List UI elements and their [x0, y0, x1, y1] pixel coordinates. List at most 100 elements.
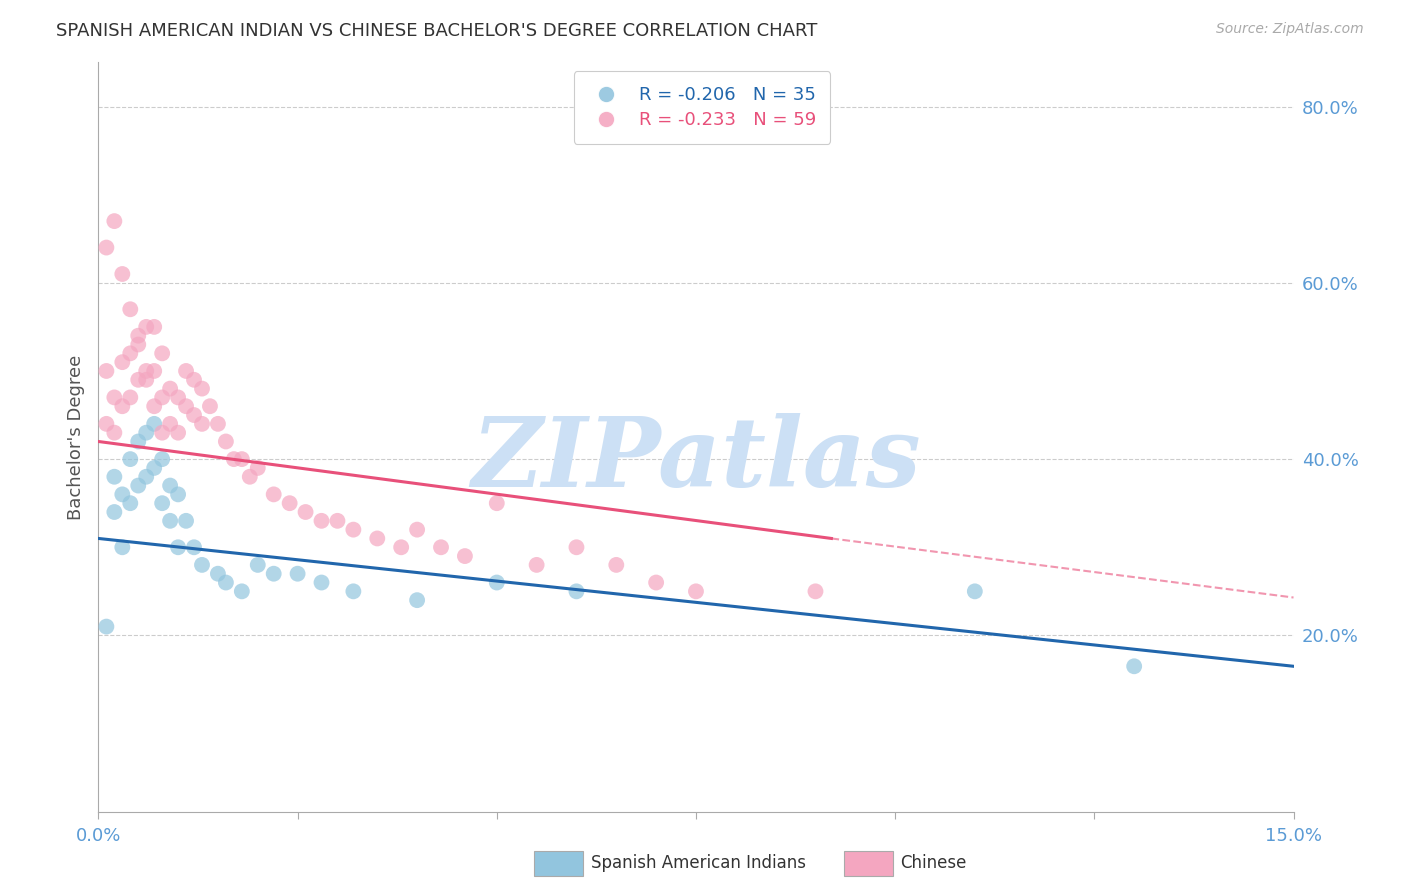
Point	[389, 541, 412, 555]
Point	[1123, 659, 1146, 673]
Point	[135, 373, 157, 387]
Point	[159, 417, 181, 431]
Point	[191, 417, 214, 431]
Point	[231, 452, 253, 467]
Point	[150, 425, 173, 440]
Point	[127, 337, 149, 351]
Point	[406, 593, 429, 607]
Point	[263, 566, 285, 581]
Point	[127, 478, 149, 492]
Point	[111, 399, 134, 413]
Point	[150, 452, 173, 467]
Point	[167, 391, 190, 405]
Point	[167, 541, 190, 555]
Point	[174, 399, 197, 413]
Point	[342, 584, 364, 599]
Point	[135, 425, 157, 440]
Point	[198, 399, 221, 413]
Point	[406, 523, 429, 537]
Point	[174, 364, 197, 378]
Point	[311, 514, 333, 528]
Point	[963, 584, 986, 599]
Point	[150, 391, 173, 405]
Point	[103, 214, 125, 228]
Point	[96, 364, 118, 378]
Point	[342, 523, 364, 537]
Point	[111, 541, 134, 555]
Point	[111, 267, 134, 281]
Point	[127, 328, 149, 343]
Point	[143, 461, 166, 475]
Point	[278, 496, 301, 510]
Point	[96, 619, 118, 633]
Legend: R = -0.206   N = 35, R = -0.233   N = 59: R = -0.206 N = 35, R = -0.233 N = 59	[574, 71, 831, 144]
Point	[135, 364, 157, 378]
Point	[183, 408, 205, 422]
Point	[120, 346, 142, 360]
Text: ZIPatlas: ZIPatlas	[471, 413, 921, 507]
Point	[191, 382, 214, 396]
Point	[127, 373, 149, 387]
Point	[605, 558, 627, 572]
Point	[167, 425, 190, 440]
Point	[207, 417, 229, 431]
Point	[120, 496, 142, 510]
Point	[246, 461, 269, 475]
Point	[103, 425, 125, 440]
Point	[287, 566, 309, 581]
Text: Spanish American Indians: Spanish American Indians	[591, 855, 806, 872]
Point	[311, 575, 333, 590]
Point	[159, 514, 181, 528]
Y-axis label: Bachelor's Degree: Bachelor's Degree	[66, 354, 84, 520]
Point	[111, 355, 134, 369]
Point	[430, 541, 453, 555]
Point	[120, 302, 142, 317]
Point	[207, 566, 229, 581]
Point	[183, 373, 205, 387]
Point	[246, 558, 269, 572]
Point	[804, 584, 827, 599]
Point	[294, 505, 316, 519]
Point	[96, 241, 118, 255]
Point	[454, 549, 477, 563]
Point	[103, 505, 125, 519]
Point	[191, 558, 214, 572]
Point	[143, 364, 166, 378]
Point	[366, 532, 388, 546]
Text: Chinese: Chinese	[900, 855, 966, 872]
Point	[565, 584, 588, 599]
Point	[111, 487, 134, 501]
Point	[135, 469, 157, 483]
Point	[222, 452, 245, 467]
Point	[103, 469, 125, 483]
Point	[143, 319, 166, 334]
Point	[159, 478, 181, 492]
Point	[485, 496, 508, 510]
Point	[485, 575, 508, 590]
Point	[150, 346, 173, 360]
Point	[167, 487, 190, 501]
Point	[685, 584, 707, 599]
Point	[263, 487, 285, 501]
Point	[183, 541, 205, 555]
Point	[231, 584, 253, 599]
Point	[127, 434, 149, 449]
Point	[159, 382, 181, 396]
Point	[215, 575, 238, 590]
Point	[120, 391, 142, 405]
Point	[143, 417, 166, 431]
Point	[526, 558, 548, 572]
Text: Source: ZipAtlas.com: Source: ZipAtlas.com	[1216, 22, 1364, 37]
Point	[215, 434, 238, 449]
Point	[120, 452, 142, 467]
Point	[645, 575, 668, 590]
Point	[239, 469, 262, 483]
Point	[96, 417, 118, 431]
Point	[103, 391, 125, 405]
Point	[565, 541, 588, 555]
Point	[143, 399, 166, 413]
Point	[326, 514, 349, 528]
Point	[150, 496, 173, 510]
Point	[174, 514, 197, 528]
Text: SPANISH AMERICAN INDIAN VS CHINESE BACHELOR'S DEGREE CORRELATION CHART: SPANISH AMERICAN INDIAN VS CHINESE BACHE…	[56, 22, 818, 40]
